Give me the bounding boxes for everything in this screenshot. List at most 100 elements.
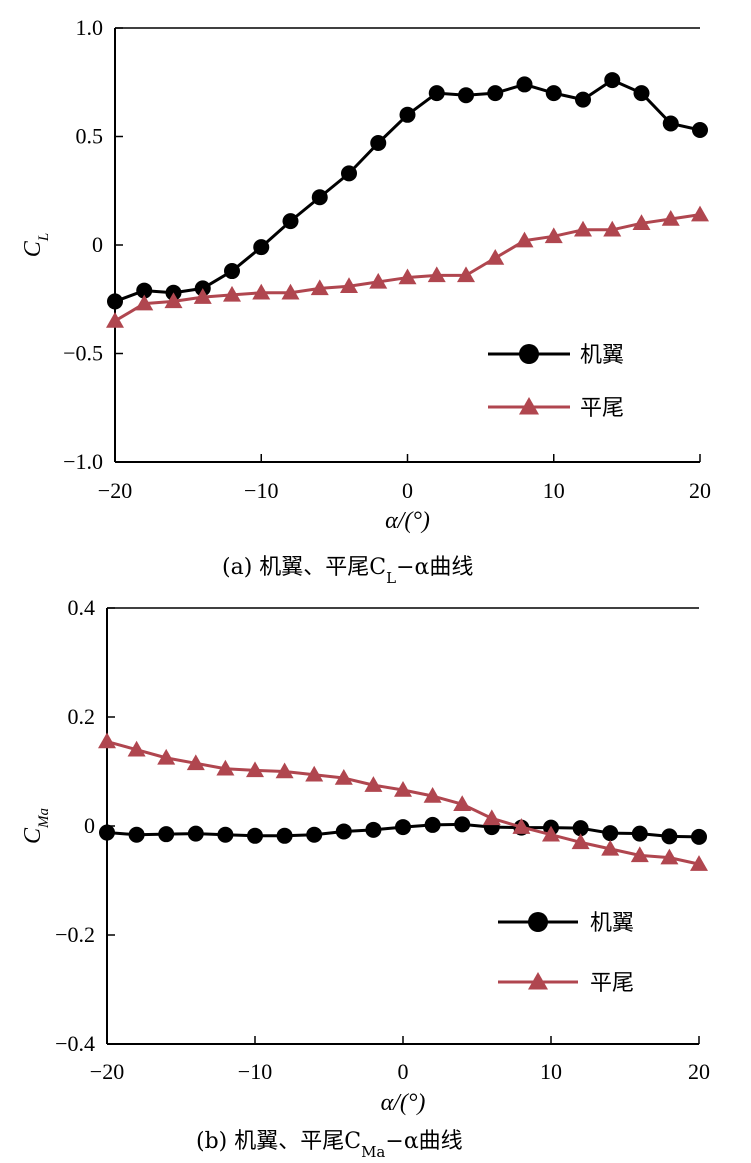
x-tick-label: −20 [98, 478, 132, 503]
y-tick-label: 0 [84, 813, 95, 838]
data-point-wing [335, 823, 352, 840]
data-point-tail [252, 283, 271, 300]
data-point-tail [457, 266, 475, 283]
data-point-wing [217, 826, 234, 843]
data-point-wing [633, 85, 650, 102]
data-point-wing [99, 824, 115, 841]
x-tick-label: 10 [543, 478, 565, 503]
data-point-wing [661, 828, 678, 845]
data-point-wing [662, 115, 679, 132]
data-point-tail [515, 231, 534, 248]
data-point-wing [424, 816, 441, 833]
data-point-tail [127, 740, 146, 757]
data-point-tail [275, 762, 294, 779]
data-point-wing [516, 76, 533, 93]
figure-caption: (a) 机翼、平尾CL−α曲线 [222, 555, 473, 587]
data-point-tail [216, 759, 235, 776]
data-point-wing [604, 72, 621, 89]
data-point-wing [545, 85, 562, 102]
x-tick-label: 10 [540, 1059, 562, 1084]
y-tick-label: 0.4 [68, 595, 96, 620]
y-tick-label: 0.5 [76, 124, 104, 149]
data-point-tail [661, 209, 680, 226]
data-point-wing [428, 85, 445, 102]
data-point-tail [193, 288, 212, 304]
data-point-tail [157, 748, 176, 765]
legend-marker-wing [528, 912, 548, 932]
y-tick-label: −0.4 [55, 1031, 95, 1056]
y-axis-title: CL [20, 233, 52, 257]
y-axis-title: CMa [20, 808, 52, 844]
data-point-tail [544, 227, 563, 244]
data-point-wing [487, 85, 504, 102]
y-tick-label: 0.2 [68, 704, 96, 729]
data-point-tail [601, 839, 620, 856]
y-tick-label: −1.0 [63, 449, 103, 474]
y-tick-label: 0 [92, 232, 103, 257]
data-point-tail [281, 283, 300, 300]
x-axis-title: α/(°) [381, 1090, 426, 1116]
figure-caption: (b) 机翼、平尾CMa−α曲线 [196, 1129, 463, 1161]
x-tick-label: 20 [688, 1059, 710, 1084]
data-point-tail [691, 205, 709, 222]
data-point-tail [106, 311, 124, 328]
x-tick-label: 20 [689, 478, 711, 503]
data-point-tail [482, 809, 501, 826]
data-point-tail [632, 214, 651, 231]
data-point-tail [630, 846, 649, 863]
data-point-tail [310, 279, 329, 296]
legend-label-tail: 平尾 [590, 971, 634, 996]
data-point-tail [98, 732, 116, 749]
data-point-tail [334, 769, 353, 785]
y-tick-label: −0.2 [55, 922, 95, 947]
data-point-wing [282, 213, 299, 230]
data-point-wing [370, 135, 387, 152]
data-point-tail [603, 220, 622, 237]
legend-label-wing: 机翼 [590, 911, 634, 936]
data-point-tail [223, 285, 241, 302]
data-point-wing [575, 91, 591, 108]
data-point-wing [365, 821, 382, 838]
data-point-wing [158, 826, 175, 843]
data-point-wing [107, 293, 123, 310]
legend-marker-tail [528, 972, 548, 990]
data-point-wing [692, 121, 708, 138]
data-point-wing [602, 825, 619, 842]
data-point-tail [340, 277, 358, 293]
data-point-tail [690, 855, 708, 871]
data-point-wing [395, 819, 411, 836]
data-point-wing [276, 827, 293, 844]
data-point-wing [253, 239, 270, 256]
data-point-tail [135, 294, 154, 311]
y-tick-label: −0.5 [63, 341, 103, 366]
x-tick-label: 0 [402, 478, 413, 503]
data-point-wing [136, 282, 153, 299]
data-point-tail [305, 765, 324, 782]
data-point-tail [574, 220, 592, 237]
data-point-wing [311, 189, 328, 206]
legend-label-wing: 机翼 [580, 343, 624, 368]
x-tick-label: −20 [90, 1059, 124, 1084]
data-point-wing [631, 825, 648, 842]
data-point-tail [364, 776, 383, 792]
x-tick-label: −10 [238, 1059, 272, 1084]
data-point-wing [691, 828, 707, 845]
data-point-tail [542, 825, 560, 842]
data-point-tail [486, 249, 505, 265]
data-point-tail [164, 292, 183, 309]
data-point-tail [453, 795, 472, 811]
data-point-wing [224, 263, 240, 280]
data-point-tail [394, 781, 412, 797]
data-point-wing [187, 825, 204, 842]
data-point-wing [247, 827, 263, 844]
data-point-tail [246, 761, 264, 778]
data-point-wing [454, 816, 471, 833]
data-point-wing [572, 820, 589, 837]
x-tick-label: 0 [398, 1059, 409, 1084]
y-tick-label: 1.0 [76, 15, 104, 40]
data-point-wing [458, 87, 474, 104]
data-point-tail [186, 754, 205, 771]
data-point-tail [660, 848, 679, 865]
